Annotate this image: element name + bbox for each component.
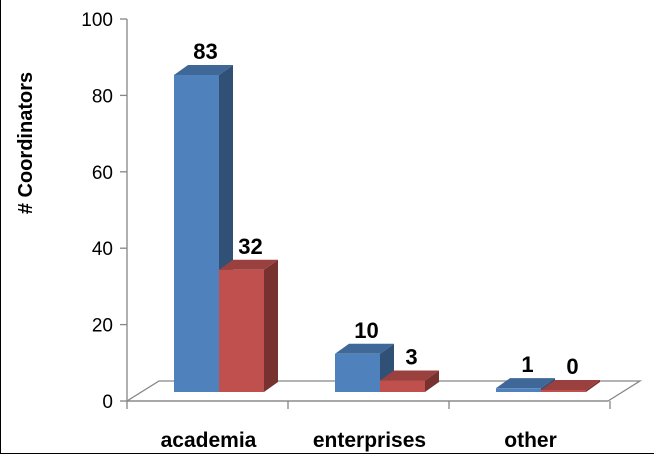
x-tick-label: other [504, 429, 557, 452]
y-tick-label: 20 [92, 316, 113, 337]
bar-front [335, 353, 380, 392]
bar-side [425, 370, 439, 392]
bar-side [586, 380, 600, 392]
bar [380, 370, 439, 392]
y-tick-label: 100 [81, 10, 113, 31]
y-tick-label: 80 [92, 86, 113, 107]
data-label: 0 [566, 354, 578, 379]
bars [174, 64, 600, 392]
x-tick-label: academia [161, 429, 257, 452]
bar-front [219, 269, 264, 392]
y-tick-label: 0 [102, 392, 113, 413]
bar-front [541, 390, 586, 392]
bar-top [174, 64, 233, 75]
bar [219, 259, 278, 392]
data-label: 32 [238, 234, 262, 259]
bar-top [496, 378, 555, 389]
y-axis-title: # Coordinators [15, 72, 37, 214]
bar-front [174, 74, 219, 392]
bar-top [380, 370, 439, 381]
data-label: 83 [193, 39, 217, 64]
bar-front [496, 388, 541, 392]
bar-front [380, 380, 425, 392]
bar-top [335, 343, 394, 354]
y-tick-label: 40 [92, 239, 113, 260]
y-tick-label: 60 [92, 163, 113, 184]
data-label: 10 [354, 318, 378, 343]
data-label: 3 [405, 345, 417, 370]
x-tick-label: enterprises [313, 429, 426, 452]
bar-side [264, 259, 278, 392]
data-label: 1 [521, 352, 533, 377]
bar-top [541, 380, 600, 390]
bar [541, 380, 600, 392]
bar-top [219, 259, 278, 270]
